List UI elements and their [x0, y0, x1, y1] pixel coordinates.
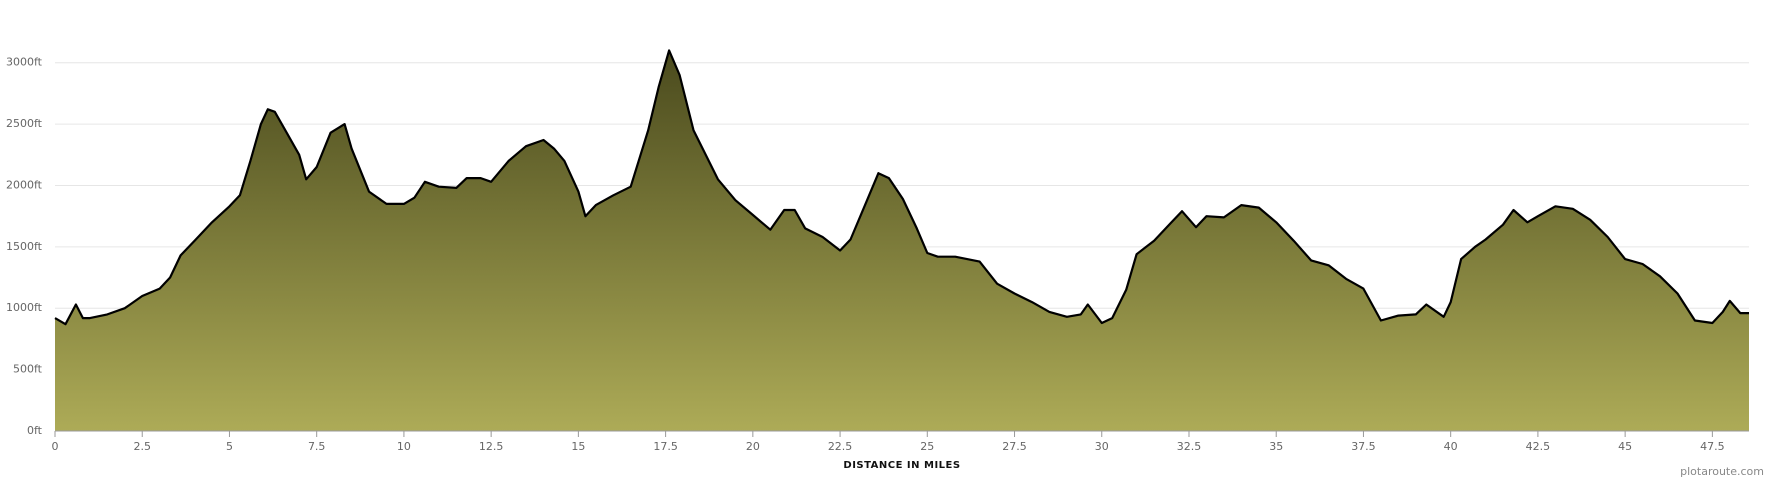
x-tick-label: 10 [397, 440, 411, 453]
x-tick-label: 22.5 [828, 440, 853, 453]
x-tick-label: 45 [1618, 440, 1632, 453]
x-tick-label: 2.5 [133, 440, 151, 453]
y-tick-label: 1000ft [6, 301, 43, 314]
x-tick-label: 32.5 [1177, 440, 1202, 453]
y-tick-label: 1500ft [6, 240, 43, 253]
x-tick-label: 17.5 [653, 440, 678, 453]
elevation-area [55, 50, 1749, 432]
x-tick-label: 25 [920, 440, 934, 453]
x-tick-label: 47.5 [1700, 440, 1725, 453]
x-tick-label: 35 [1269, 440, 1283, 453]
x-tick-label: 5 [226, 440, 233, 453]
x-tick-label: 7.5 [308, 440, 326, 453]
x-tick-label: 30 [1095, 440, 1109, 453]
x-tick-label: 40 [1444, 440, 1458, 453]
y-tick-label: 500ft [13, 363, 43, 376]
x-tick-label: 20 [746, 440, 760, 453]
elevation-line [54, 49, 1749, 326]
x-tick-label: 37.5 [1351, 440, 1376, 453]
y-tick-label: 2500ft [6, 117, 43, 130]
x-tick-label: 12.5 [479, 440, 504, 453]
y-tick-label: 3000ft [6, 56, 43, 69]
credit: plotaroute.com [1680, 465, 1764, 478]
y-tick-label: 2000ft [6, 178, 43, 191]
x-tick-label: 27.5 [1002, 440, 1027, 453]
x-tick-label: 15 [571, 440, 585, 453]
y-tick-label: 0ft [27, 424, 43, 437]
x-tick-label: 0 [52, 440, 59, 453]
x-tick-label: 42.5 [1526, 440, 1551, 453]
x-axis-label: DISTANCE IN MILES [843, 460, 960, 471]
